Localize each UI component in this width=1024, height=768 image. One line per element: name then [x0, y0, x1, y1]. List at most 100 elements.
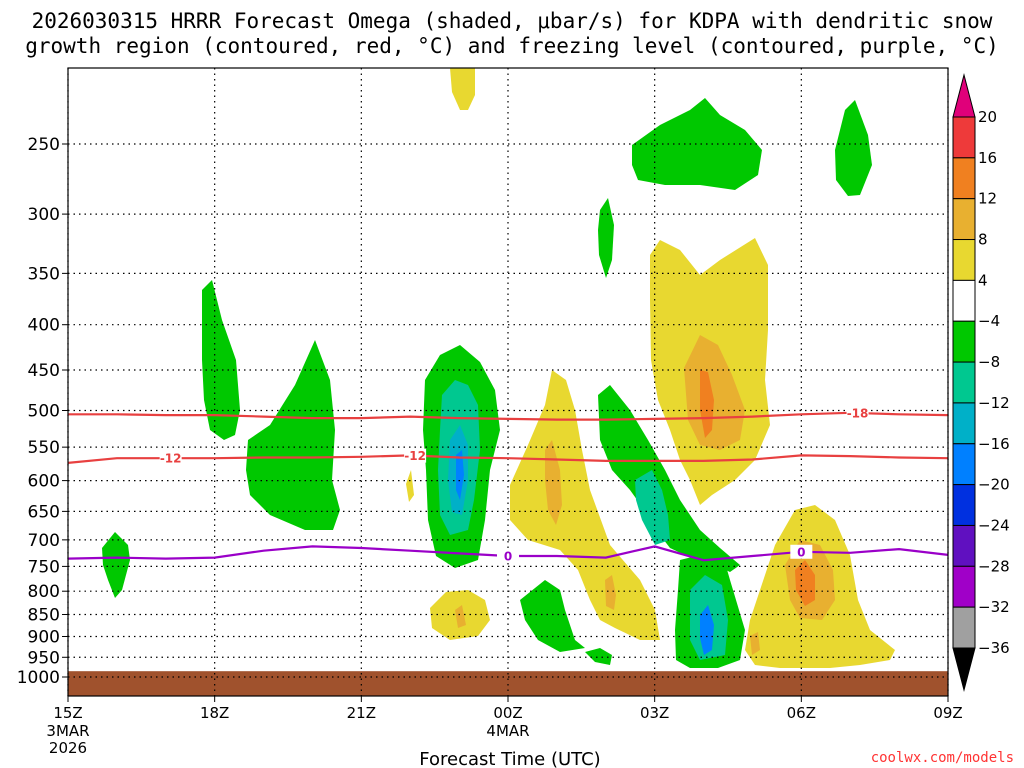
y-tick-label: 700: [28, 531, 60, 551]
colorbar-swatch: [952, 443, 976, 486]
omega-region-orange-2: [684, 335, 745, 450]
omega-region-teal-5: [635, 470, 670, 545]
x-tick-sublabel: 2026: [49, 739, 87, 757]
x-tick-label: 06Z: [787, 704, 816, 722]
omega-region-orange2-5: [795, 560, 815, 606]
omega-region-green-2: [246, 340, 340, 530]
omega-region-yellow-1: [450, 68, 475, 110]
x-tick-sublabel: 3MAR: [46, 722, 89, 740]
y-tick-label: 750: [28, 557, 60, 577]
omega-region-green-5: [598, 385, 740, 572]
omega-region-yellow-3: [510, 370, 660, 640]
omega-region-green-8: [585, 648, 612, 665]
x-tick-label: 15Z: [53, 704, 82, 722]
omega-region-green-3: [102, 532, 130, 598]
dgz-lower-contour-label: -12: [160, 452, 182, 466]
freezing-level-contour-label-bg: [790, 544, 813, 559]
colorbar-label: 16: [978, 149, 997, 167]
plot-frame: [67, 67, 949, 697]
y-tick-label: 900: [28, 627, 60, 647]
colorbar-label: −12: [978, 394, 1010, 412]
colorbar-label: −32: [978, 598, 1010, 616]
dgz-upper-contour-label: -18: [847, 407, 869, 421]
y-tick-label: 950: [28, 648, 60, 668]
colorbar-swatch: [952, 320, 976, 363]
colorbar-swatch: [952, 484, 976, 526]
dgz-lower-contour-label-bg: [159, 451, 182, 466]
colorbar-swatch: [952, 198, 976, 241]
colorbar-swatch: [952, 279, 976, 322]
x-tick-label: 21Z: [347, 704, 376, 722]
dgz-lower-contour-label: -12: [404, 449, 426, 463]
credit-text: coolwx.com/models: [871, 750, 1014, 766]
colorbar-swatch: [952, 157, 976, 200]
contour-lines: -18 -12 -12 0 0: [67, 406, 949, 564]
colorbar-bottom-triangle: [952, 647, 976, 692]
colorbar-label: −4: [978, 312, 1000, 330]
colorbar-label: −16: [978, 435, 1010, 453]
omega-region-orange-4: [455, 605, 466, 628]
omega-region-orange-6: [750, 632, 760, 655]
colorbar-label: −36: [978, 639, 1010, 657]
dgz-upper-contour: [68, 411, 949, 421]
x-tick-label: 09Z: [933, 704, 962, 722]
x-tick-sublabel: 4MAR: [486, 722, 529, 740]
colorbar-swatch: [952, 565, 976, 608]
y-tick-label: 250: [28, 135, 60, 155]
dgz-upper-contour-label-bg: [846, 406, 869, 421]
omega-region-orange2-2: [700, 370, 714, 438]
y-tick-label: 600: [28, 472, 60, 492]
omega-region-green-1: [202, 280, 240, 440]
terrain-fill: [68, 671, 948, 696]
omega-region-green-9: [598, 198, 614, 278]
colorbar-swatch: [952, 239, 976, 281]
colorbar-label: −28: [978, 557, 1010, 575]
chart-title-line2: growth region (contoured, red, °C) and f…: [25, 34, 999, 58]
omega-region-green-7: [520, 580, 585, 652]
x-axis-label: Forecast Time (UTC): [419, 749, 600, 768]
omega-region-blue-4: [456, 450, 464, 500]
freezing-level-contour-label: 0: [797, 545, 805, 559]
grid-lines: [67, 68, 949, 696]
y-tick-label: 450: [28, 361, 60, 381]
colorbar-top-triangle: [952, 73, 976, 118]
y-tick-label: 650: [28, 502, 60, 522]
y-tick-label: 550: [28, 438, 60, 458]
y-tick-label: 850: [28, 606, 60, 626]
x-tick-label: 18Z: [200, 704, 229, 722]
colorbar-swatch: [952, 116, 976, 159]
freezing-level-contour-label-bg: [497, 549, 519, 564]
colorbar: 20 16 12 8 4 −4 −8 −12 −16 −20 −24 −28 −32 −36: [952, 73, 1010, 692]
colorbar-swatch: [952, 402, 976, 445]
y-tick-label: 1000: [17, 668, 60, 688]
dgz-lower-contour-label-bg: [404, 448, 427, 463]
x-tick-label: 03Z: [640, 704, 669, 722]
y-tick-label: 500: [28, 402, 60, 422]
colorbar-label: 8: [978, 231, 988, 249]
colorbar-label: −24: [978, 516, 1010, 534]
colorbar-label: 12: [978, 190, 997, 208]
chart-title-line1: 2026030315 HRRR Forecast Omega (shaded, …: [32, 9, 993, 33]
colorbar-label: 20: [978, 108, 997, 126]
omega-region-green-10: [632, 98, 762, 190]
colorbar-swatch: [952, 524, 976, 567]
x-tick-label: 00Z: [493, 704, 522, 722]
y-tick-label: 350: [28, 264, 60, 284]
colorbar-swatch: [952, 606, 976, 649]
colorbar-label: 4: [978, 271, 988, 289]
omega-region-orange-3b: [605, 575, 616, 610]
freezing-level-contour-label: 0: [504, 550, 512, 564]
omega-region-green-11: [835, 100, 872, 196]
colorbar-swatch: [952, 361, 976, 404]
colorbar-label: −8: [978, 353, 1000, 371]
y-tick-label: 400: [28, 316, 60, 336]
omega-region-orange-3: [545, 440, 562, 525]
omega-region-blue-6: [700, 605, 714, 655]
y-axis-ticks: 2503003504004505005506006507007508008509…: [17, 135, 68, 688]
colorbar-label: −20: [978, 476, 1010, 494]
omega-region-yellow-6: [406, 470, 414, 502]
y-tick-label: 800: [28, 582, 60, 602]
y-tick-label: 300: [28, 205, 60, 225]
